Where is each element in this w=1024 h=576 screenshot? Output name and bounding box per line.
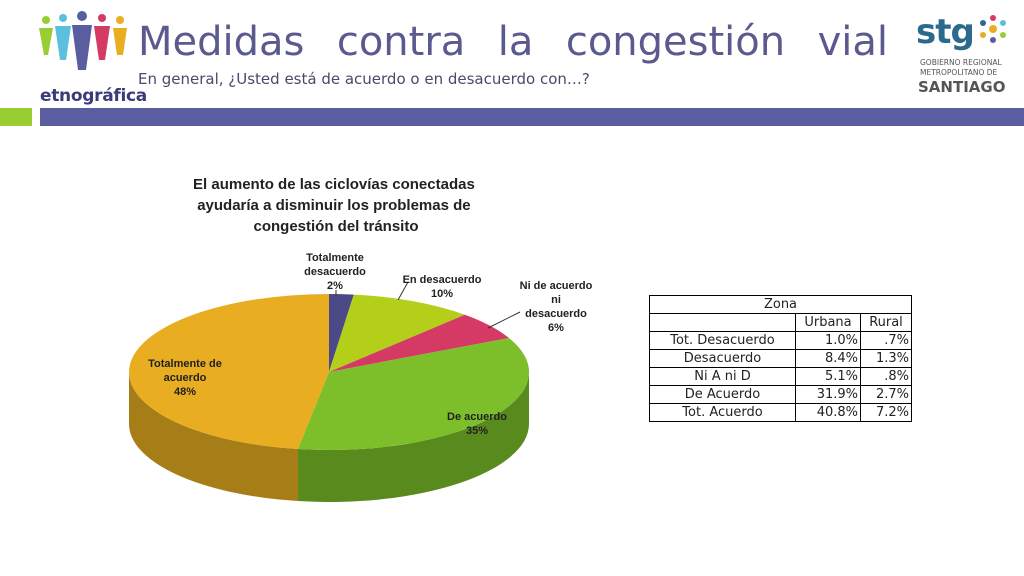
table-row-label: Tot. Desacuerdo [649,331,796,350]
header-accent-purple-bar [40,108,1024,126]
pie-slice-label: Ni de acuerdo ni desacuerdo 6% [520,280,593,334]
table-column-header: Urbana [795,313,861,332]
logo-stg-text: stg [916,12,975,52]
pie-slice-label: En desacuerdo 10% [403,274,482,300]
people-logo-icon [39,11,127,70]
table-row: Tot. Acuerdo 40.8% 7.2% [649,403,912,422]
table-cell: 7.2% [860,403,912,422]
table-cell: 31.9% [795,385,861,404]
chart-title-line: ayudaría a disminuir los problemas de [197,197,470,214]
etnografica-logo: etnográfica [36,10,147,106]
gobierno-logo: stg GOBIERNO REGIONAL METROPOLITANO DE S… [912,12,1012,104]
table-row-label: Desacuerdo [649,349,796,368]
star-dots-icon [980,15,1006,43]
table-cell: 1.3% [860,349,912,368]
header-accent-green-bar [0,108,32,126]
pie-top [129,294,529,450]
pie-leader-line [397,281,409,301]
pie-slice-side [129,372,299,502]
pie-slice-label: Totalmente de acuerdo 48% [148,358,222,398]
table-cell: 5.1% [795,367,861,386]
chart-title-line: El aumento de las ciclovías conectadas [193,176,475,193]
page-subtitle: En general, ¿Usted está de acuerdo o en … [138,70,590,88]
table-row-label: Tot. Acuerdo [649,403,796,422]
pie-slice-side [298,372,529,503]
table-cell: 1.0% [795,331,861,350]
zona-table: Zona Urbana Rural Tot. Desacuerdo 1.0% .… [649,295,912,422]
table-column-header: Rural [860,313,912,332]
table-row: Ni A ni D 5.1% .8% [649,367,912,386]
table-header-row: Urbana Rural [649,313,912,332]
pie-slice-label: Totalmente desacuerdo 2% [304,252,366,292]
table-cell: 40.8% [795,403,861,422]
pie-slice [298,338,529,450]
table-row-label: Ni A ni D [649,367,796,386]
chart-title: El aumento de las ciclovías conectadas a… [193,176,479,235]
pie-sides [129,372,529,503]
logo-line2: METROPOLITANO DE [920,68,998,77]
table-corner-cell [649,313,796,332]
table-cell: 2.7% [860,385,912,404]
table-row: Tot. Desacuerdo 1.0% .7% [649,331,912,350]
pie-leader-line [487,311,521,329]
pie-slice [129,294,329,450]
table-row-label: De Acuerdo [649,385,796,404]
table-row: Desacuerdo 8.4% 1.3% [649,349,912,368]
pie-slice [329,294,354,372]
table-header-row: Zona [649,295,912,314]
page-title: Medidas contra la congestión vial [138,19,888,65]
table-group-header: Zona [649,295,912,314]
table-row: De Acuerdo 31.9% 2.7% [649,385,912,404]
table-cell: .7% [860,331,912,350]
logo-left-text: etnográfica [40,86,147,106]
logo-line1: GOBIERNO REGIONAL [920,58,1002,67]
table-cell: .8% [860,367,912,386]
chart-title-line: congestión del tránsito [253,218,418,235]
pie-slice [329,314,510,372]
pie-slice [329,294,465,372]
pie-slice-label: De acuerdo 35% [447,411,507,437]
table-cell: 8.4% [795,349,861,368]
pie-labels: Totalmente desacuerdo 2% En desacuerdo 10% Ni… [148,252,593,437]
logo-line3: SANTIAGO [918,78,1006,96]
